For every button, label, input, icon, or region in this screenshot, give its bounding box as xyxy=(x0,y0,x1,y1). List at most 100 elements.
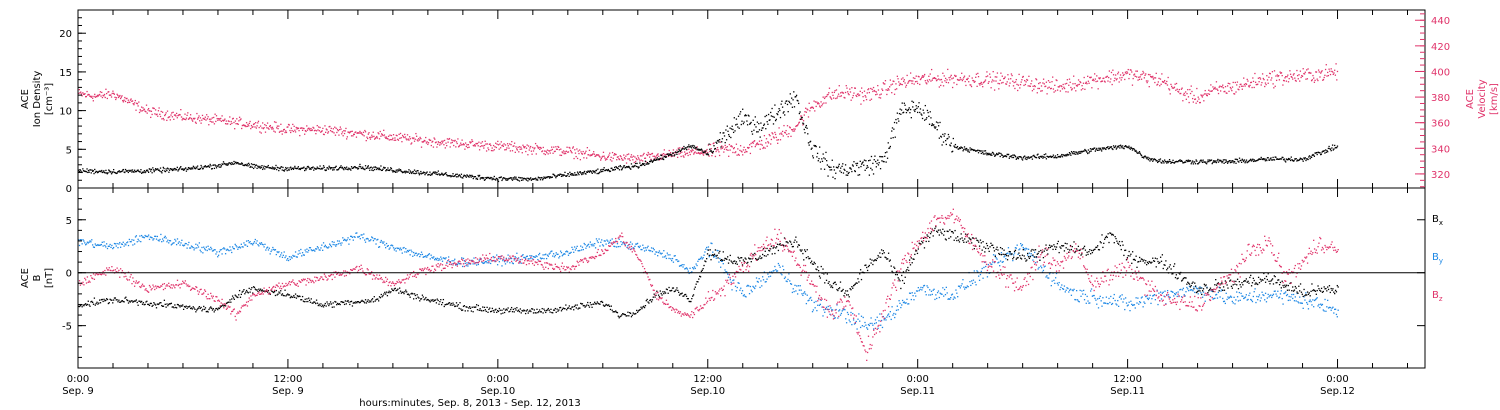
density-point xyxy=(107,172,109,174)
density-point xyxy=(1052,155,1054,158)
velocity-point xyxy=(502,144,504,146)
velocity-point xyxy=(641,160,644,162)
by-point xyxy=(997,262,999,264)
velocity-point xyxy=(291,129,293,132)
density-point xyxy=(140,172,143,174)
velocity-point xyxy=(157,110,160,112)
by-point xyxy=(119,241,121,244)
velocity-point xyxy=(800,115,803,117)
velocity-point xyxy=(1182,100,1184,102)
density-point xyxy=(524,178,526,180)
by-point xyxy=(1140,297,1143,299)
density-point xyxy=(1084,148,1086,151)
density-point xyxy=(1080,152,1082,154)
velocity-point xyxy=(544,150,546,152)
density-point xyxy=(725,139,728,141)
density-point xyxy=(1179,159,1181,161)
velocity-point xyxy=(767,141,769,143)
by-point xyxy=(908,303,910,305)
density-point xyxy=(299,168,302,171)
velocity-point xyxy=(706,148,708,151)
by-point xyxy=(148,238,151,241)
velocity-point xyxy=(354,131,356,134)
velocity-point xyxy=(140,110,142,112)
by-point xyxy=(319,249,321,251)
velocity-point xyxy=(240,118,242,120)
velocity-point xyxy=(346,138,348,140)
by-point xyxy=(871,322,873,325)
velocity-point xyxy=(458,145,460,147)
by-point xyxy=(130,241,132,243)
velocity-point xyxy=(411,137,414,139)
density-point xyxy=(549,176,551,178)
density-point xyxy=(1017,157,1020,160)
density-point xyxy=(380,169,383,172)
velocity-points xyxy=(78,63,1339,164)
density-point xyxy=(689,146,691,148)
by-point xyxy=(334,244,336,246)
by-point xyxy=(341,242,343,244)
velocity-point xyxy=(405,138,407,140)
by-point xyxy=(837,317,839,319)
density-point xyxy=(495,177,498,180)
density-point xyxy=(223,162,225,165)
density-point xyxy=(751,133,754,135)
velocity-point xyxy=(301,127,303,129)
density-point xyxy=(430,173,432,175)
by-point xyxy=(136,241,138,243)
density-point xyxy=(1259,158,1262,160)
velocity-point xyxy=(1280,72,1283,74)
density-point xyxy=(746,120,748,122)
velocity-point xyxy=(418,139,421,141)
by-point xyxy=(717,250,719,252)
velocity-point xyxy=(574,152,577,154)
velocity-point xyxy=(806,108,808,110)
velocity-point xyxy=(155,113,157,116)
velocity-point xyxy=(542,146,544,149)
density-point xyxy=(1038,156,1040,158)
velocity-point xyxy=(1199,101,1201,104)
by-point xyxy=(635,243,637,245)
density-point xyxy=(746,124,749,126)
density-point xyxy=(1227,161,1229,163)
density-point xyxy=(1101,147,1104,149)
velocity-point xyxy=(1176,88,1178,90)
density-point xyxy=(360,166,362,168)
density-point xyxy=(837,165,840,167)
by-point xyxy=(229,246,231,248)
density-point xyxy=(826,160,828,162)
velocity-point xyxy=(588,154,590,156)
velocity-point xyxy=(1284,77,1286,79)
density-point xyxy=(823,157,825,159)
velocity-point xyxy=(128,101,130,103)
velocity-point xyxy=(406,139,408,141)
density-point xyxy=(166,169,168,172)
by-point xyxy=(808,299,810,301)
density-point xyxy=(422,172,424,174)
density-point xyxy=(1045,158,1048,160)
velocity-point xyxy=(1317,79,1319,82)
velocity-point xyxy=(677,147,679,149)
density-point xyxy=(679,150,682,153)
by-point xyxy=(593,245,595,247)
velocity-point xyxy=(702,153,704,155)
velocity-point xyxy=(1331,70,1333,73)
density-point xyxy=(297,167,299,169)
density-point xyxy=(949,144,951,146)
velocity-point xyxy=(628,158,630,160)
by-point xyxy=(490,260,493,262)
density-point xyxy=(414,172,416,175)
velocity-point xyxy=(679,147,681,149)
density-point xyxy=(1164,160,1166,163)
by-point xyxy=(1143,301,1145,303)
velocity-point xyxy=(751,141,754,143)
density-point xyxy=(453,175,455,178)
density-point xyxy=(527,180,529,182)
velocity-point xyxy=(1302,68,1304,70)
velocity-point xyxy=(1164,82,1166,84)
velocity-point xyxy=(103,95,105,97)
velocity-point xyxy=(215,120,217,123)
density-point xyxy=(212,164,214,166)
by-point xyxy=(377,238,379,241)
density-point xyxy=(963,148,965,151)
